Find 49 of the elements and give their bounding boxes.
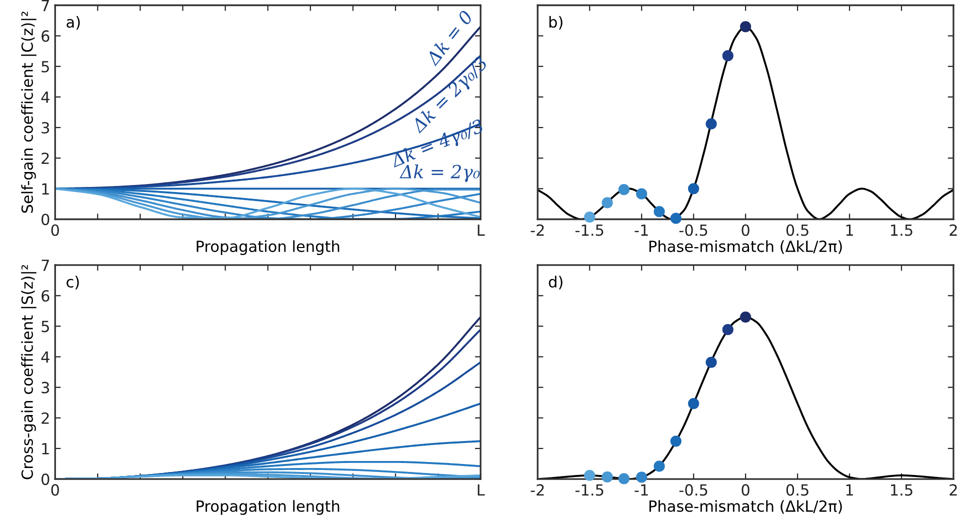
y-tick-label: 0 [42, 214, 50, 226]
y-tick-label: 4 [41, 351, 50, 363]
x-tick-label: -0.5 [679, 224, 708, 236]
y-axis-title: Self-gain coefficient |C(z)|² [21, 12, 36, 213]
annotation: b) [549, 16, 562, 30]
y-tick-label: 5 [42, 320, 49, 332]
x-axis-title: Phase-mismatch (ΔkL/2π) [649, 240, 842, 254]
x-tick-label: L [478, 224, 485, 236]
x-tick-label: 2 [950, 484, 957, 496]
x-tick-label: 0 [51, 484, 59, 496]
x-tick-label: 0.5 [786, 224, 808, 236]
x-tick-label: -2 [530, 224, 544, 236]
annotation: Δk = 0 [424, 9, 474, 67]
y-tick-label: 7 [42, 260, 49, 271]
y-tick-label: 4 [41, 92, 50, 103]
y-tick-label: 1 [42, 443, 49, 454]
x-tick-label: -0.5 [679, 484, 708, 496]
y-tick-label: 1 [42, 183, 49, 194]
y-tick-label: 3 [42, 382, 50, 394]
x-axis-title: Propagation length [196, 240, 340, 256]
y-tick-label: 7 [42, 0, 49, 12]
x-tick-label: 2 [950, 224, 957, 236]
y-tick-label: 0 [42, 474, 50, 486]
x-tick-label: -1.5 [575, 484, 604, 496]
x-tick-label: -2 [530, 484, 544, 496]
y-tick-label: 2 [42, 412, 49, 424]
y-tick-label: 6 [42, 290, 50, 302]
annotation: c) [66, 276, 79, 290]
annotation: d) [548, 276, 562, 290]
x-tick-label: L [478, 484, 485, 496]
y-axis-title: Cross-gain coefficient |S(z)|² [21, 265, 36, 480]
x-tick-label: -1 [634, 484, 648, 496]
x-tick-label: 0 [51, 224, 59, 236]
annotation: a) [66, 16, 80, 30]
x-tick-label: -1 [634, 224, 648, 236]
y-tick-label: 3 [42, 122, 50, 134]
x-tick-label: 1 [846, 224, 853, 236]
x-tick-label: 1 [846, 484, 853, 496]
x-tick-label: 0.5 [786, 484, 808, 496]
x-axis-title: Propagation length [196, 500, 340, 515]
y-tick-label: 6 [42, 30, 50, 42]
x-tick-label: 0 [742, 224, 750, 236]
y-tick-label: 2 [42, 152, 49, 164]
y-tick-label: 5 [42, 61, 49, 72]
x-tick-label: 0 [742, 484, 750, 496]
x-tick-label: -1.5 [575, 224, 604, 236]
x-tick-label: 1.5 [891, 224, 912, 236]
x-tick-label: 1.5 [891, 484, 912, 496]
x-axis-title: Phase-mismatch (ΔkL/2π) [649, 500, 842, 514]
